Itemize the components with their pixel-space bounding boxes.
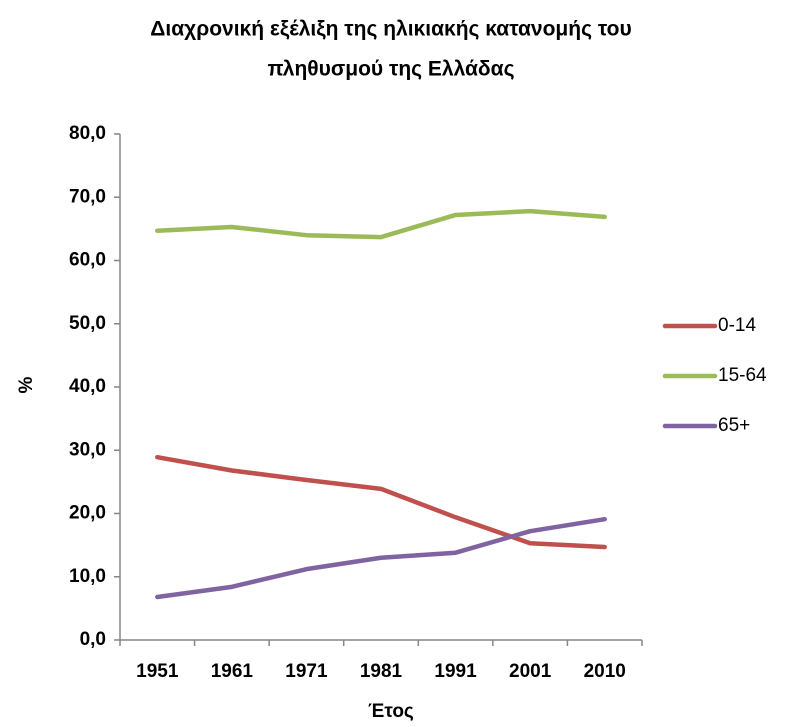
chart-title: Διαχρονική εξέλιξη της ηλικιακής κατανομ… bbox=[150, 18, 631, 41]
y-tick-label: 10,0 bbox=[69, 566, 106, 587]
x-tick-label: 1951 bbox=[136, 661, 179, 682]
y-tick-label: 40,0 bbox=[69, 376, 106, 397]
y-tick-label: 60,0 bbox=[69, 250, 106, 271]
y-tick-label: 50,0 bbox=[69, 313, 106, 334]
x-tick-label: 1961 bbox=[211, 661, 254, 682]
legend-label: 65+ bbox=[718, 415, 750, 436]
x-tick-label: 2001 bbox=[509, 661, 552, 682]
x-tick-label: 1971 bbox=[285, 661, 328, 682]
y-tick-label: 30,0 bbox=[69, 439, 106, 460]
x-tick-label: 2010 bbox=[584, 661, 626, 682]
y-axis-label: % bbox=[16, 376, 37, 393]
y-tick-label: 70,0 bbox=[69, 186, 106, 207]
legend-label: 0-14 bbox=[718, 315, 756, 336]
x-tick-label: 1991 bbox=[434, 661, 477, 682]
legend-label: 15-64 bbox=[718, 365, 767, 386]
y-tick-label: 20,0 bbox=[69, 503, 106, 524]
x-tick-label: 1981 bbox=[360, 661, 403, 682]
series-line bbox=[155, 454, 607, 550]
y-tick-label: 80,0 bbox=[69, 123, 106, 144]
chart-title: πληθυσμού της Ελλάδας bbox=[267, 58, 514, 81]
x-axis-label: Έτος bbox=[368, 701, 414, 722]
series-line bbox=[155, 516, 607, 600]
series-line bbox=[155, 208, 607, 240]
y-tick-label: 0,0 bbox=[80, 629, 106, 650]
